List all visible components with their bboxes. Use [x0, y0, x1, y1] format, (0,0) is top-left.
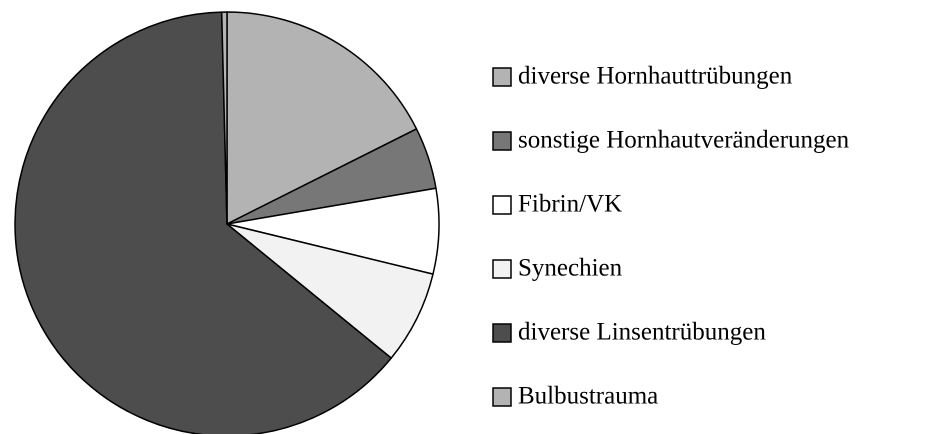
- legend-label: Fibrin/VK: [518, 191, 622, 218]
- legend-label: diverse Hornhauttrübungen: [518, 63, 793, 90]
- legend-label: Synechien: [518, 255, 623, 282]
- pie-slice: [226, 11, 418, 225]
- pie-slice: [220, 11, 228, 225]
- legend-label: Bulbustrauma: [518, 383, 658, 410]
- legend-swatch: [492, 67, 512, 87]
- legend-label: sonstige Hornhautveränderungen: [518, 127, 850, 154]
- legend-swatch: [492, 131, 512, 151]
- legend-swatch: [492, 195, 512, 215]
- legend-swatch: [492, 323, 512, 343]
- legend-swatch: [492, 259, 512, 279]
- legend-label: diverse Linsentrübungen: [518, 319, 766, 346]
- legend-swatch: [492, 387, 512, 407]
- pie-slice: [14, 11, 392, 434]
